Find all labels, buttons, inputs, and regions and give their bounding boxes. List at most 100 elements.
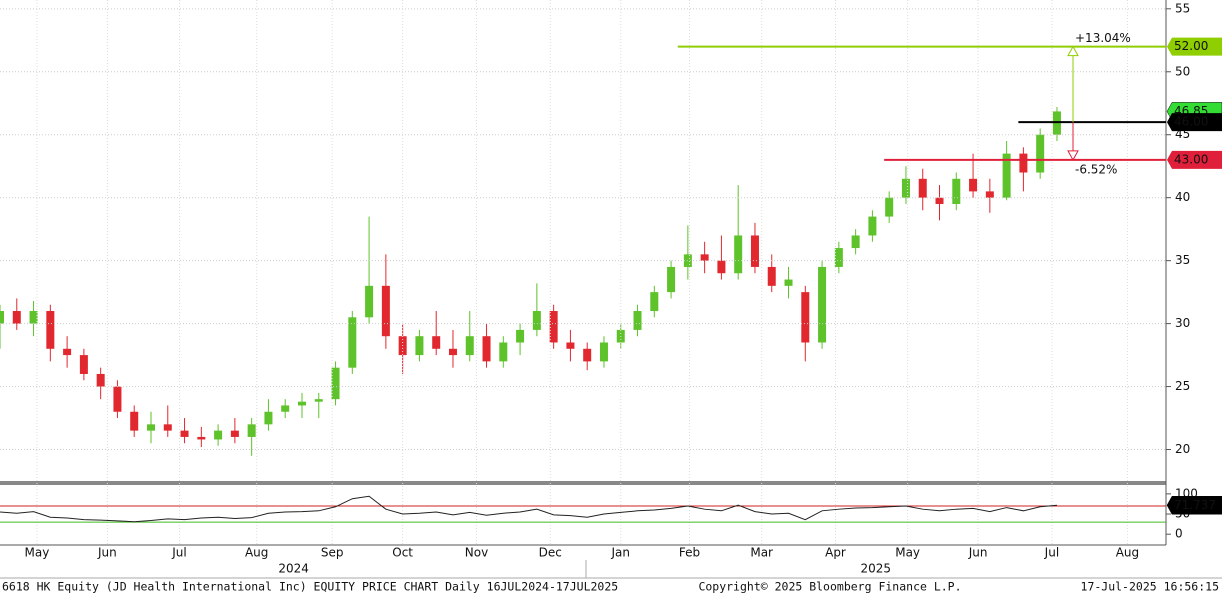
level-tag-box: [1167, 150, 1222, 169]
y-tick-label: 30: [1175, 316, 1190, 330]
candle-body: [331, 367, 340, 400]
candle-body: [801, 292, 810, 343]
candle-body: [1036, 134, 1045, 173]
arrow-head: [1067, 150, 1079, 161]
range-annotation: +13.04%: [1075, 31, 1131, 45]
candle-body: [381, 285, 390, 337]
candle-body: [834, 248, 843, 267]
x-tick-label: Apr: [825, 546, 846, 560]
y-tick-label: 50: [1175, 64, 1190, 78]
x-tick-label: Jan: [610, 546, 630, 560]
candle-body: [851, 235, 860, 249]
candle-body: [432, 336, 441, 349]
x-tick-label: Mar: [750, 546, 773, 560]
candle-body: [583, 348, 592, 362]
candle-body: [482, 336, 491, 362]
y-tick-label: 40: [1175, 190, 1190, 204]
y-tick-label: 55: [1175, 1, 1190, 15]
level-tag: 52.00: [1174, 39, 1208, 53]
x-tick-label: Aug: [245, 546, 268, 560]
rsi-last-tag: 71.737: [1174, 498, 1216, 512]
candle-body: [130, 411, 139, 431]
candle-body: [297, 401, 306, 406]
footer-center: Copyright© 2025 Bloomberg Finance L.P.: [698, 580, 961, 594]
footer-left: 6618 HK Equity (JD Health International …: [2, 580, 618, 594]
level-tag: 43.00: [1174, 152, 1208, 166]
candle-body: [314, 399, 323, 402]
x-tick-label: Aug: [1116, 546, 1139, 560]
level-tag-box: [1167, 113, 1222, 132]
candle-body: [415, 336, 424, 356]
candle-body: [599, 342, 608, 362]
candle-body: [264, 411, 273, 425]
candle-body: [734, 235, 743, 274]
candle-body: [667, 266, 676, 293]
y-tick-label: 20: [1175, 442, 1190, 456]
y-tick-label: 25: [1175, 379, 1190, 393]
candle-body: [0, 311, 4, 324]
candle-body: [63, 348, 72, 356]
rsi-tick-label: 0: [1175, 527, 1183, 541]
candle-body: [448, 348, 457, 356]
candle-body: [918, 178, 927, 198]
candle-body: [230, 430, 239, 437]
x-tick-label: Jun: [97, 546, 117, 560]
x-tick-label: Jun: [968, 546, 988, 560]
candle-body: [750, 235, 759, 267]
candle-body: [700, 254, 709, 261]
candle-body: [901, 178, 910, 198]
candle-body: [868, 216, 877, 236]
candle-body: [532, 311, 541, 330]
level-tag: 46.00: [1174, 115, 1208, 129]
candle-body: [985, 191, 994, 198]
candle-body: [465, 336, 474, 356]
y-tick-label: 35: [1175, 253, 1190, 267]
candle-body: [717, 260, 726, 274]
candle-body: [650, 292, 659, 312]
candle-body: [163, 424, 172, 431]
candle-body: [46, 311, 55, 349]
rsi-last-tag-box: [1166, 496, 1222, 515]
candle-body: [96, 373, 105, 387]
candle-body: [113, 386, 122, 412]
x-tick-label: Jul: [171, 546, 186, 560]
footer-right: 17-Jul-2025 16:56:15: [1081, 580, 1219, 594]
candle-body: [633, 311, 642, 330]
x-tick-label: Feb: [679, 546, 700, 560]
candle-body: [549, 311, 558, 343]
candle-body: [197, 436, 206, 440]
candle-body: [1019, 153, 1028, 173]
candle-body: [935, 197, 944, 204]
arrow-head: [1067, 45, 1079, 57]
candle-body: [180, 430, 189, 437]
level-tag-box: [1167, 37, 1222, 56]
x-tick-label: Nov: [465, 546, 488, 560]
x-tick-label: Dec: [539, 546, 562, 560]
candle-body: [146, 424, 155, 431]
candle-body: [12, 311, 21, 324]
x-tick-label: May: [25, 546, 50, 560]
candle-body: [29, 311, 38, 324]
candle-body: [969, 178, 978, 192]
candle-body: [365, 285, 374, 318]
x-tick-label: May: [895, 546, 920, 560]
candle-body: [885, 197, 894, 217]
candle-body: [952, 178, 961, 204]
candle-body: [499, 342, 508, 362]
candle-body: [784, 279, 793, 286]
year-label: 2024: [278, 562, 309, 576]
candle-body: [566, 342, 575, 349]
rsi-line: [0, 495, 1057, 523]
x-tick-label: Oct: [392, 546, 413, 560]
candle-body: [348, 317, 357, 368]
candle-body: [247, 424, 256, 437]
range-annotation: -6.52%: [1075, 162, 1117, 176]
candle-body: [767, 266, 776, 286]
panel-separator: [0, 481, 1166, 485]
candle-body: [79, 355, 88, 374]
candle-body: [1002, 153, 1011, 198]
candle-body: [214, 430, 223, 440]
candle-body: [516, 329, 525, 343]
